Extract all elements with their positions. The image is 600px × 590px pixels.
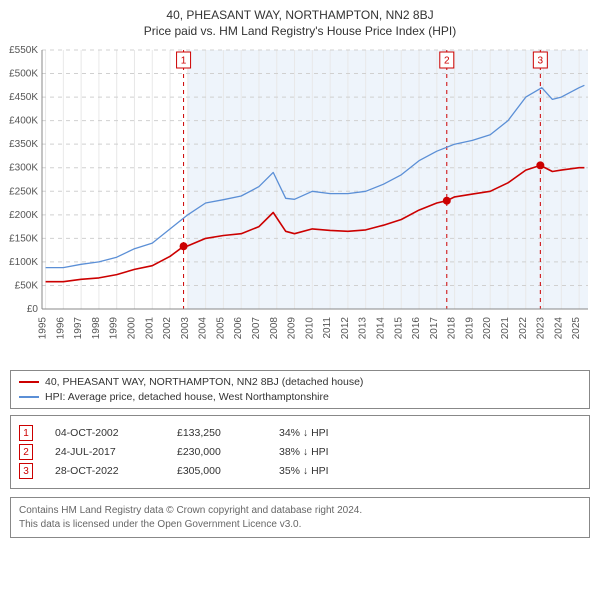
sale-delta-1: 34% ↓ HPI [279,427,581,439]
footnote-line-1: Contains HM Land Registry data © Crown c… [19,504,581,518]
legend-item-hpi: HPI: Average price, detached house, West… [19,390,581,405]
legend-label-hpi: HPI: Average price, detached house, West… [45,390,329,405]
sale-price-2: £230,000 [177,446,257,458]
svg-text:1999: 1999 [109,317,120,340]
svg-text:£550K: £550K [9,45,38,56]
svg-text:2007: 2007 [251,317,262,340]
svg-text:2014: 2014 [375,317,386,340]
svg-text:2017: 2017 [429,317,440,340]
sale-date-1: 04-OCT-2002 [55,427,155,439]
sale-badge-2: 2 [19,444,33,460]
sale-price-1: £133,250 [177,427,257,439]
sales-table: 1 04-OCT-2002 £133,250 34% ↓ HPI 2 24-JU… [10,415,590,489]
svg-text:£300K: £300K [9,163,38,174]
sale-delta-3: 35% ↓ HPI [279,465,581,477]
chart-titles: 40, PHEASANT WAY, NORTHAMPTON, NN2 8BJ P… [0,0,600,44]
svg-text:£0: £0 [27,304,39,315]
svg-text:£50K: £50K [15,280,39,291]
svg-text:2021: 2021 [500,317,511,340]
chart-container: 40, PHEASANT WAY, NORTHAMPTON, NN2 8BJ P… [0,0,600,538]
legend-swatch-hpi [19,396,39,398]
sale-date-2: 24-JUL-2017 [55,446,155,458]
svg-text:2015: 2015 [393,317,404,340]
svg-text:2013: 2013 [358,317,369,340]
svg-text:2020: 2020 [482,317,493,340]
svg-text:£100K: £100K [9,257,38,268]
sale-row-1: 1 04-OCT-2002 £133,250 34% ↓ HPI [19,425,581,441]
svg-text:2005: 2005 [215,317,226,340]
svg-text:1: 1 [181,56,187,67]
footnote-line-2: This data is licensed under the Open Gov… [19,518,581,532]
svg-text:2001: 2001 [144,317,155,340]
svg-text:£400K: £400K [9,116,38,127]
svg-text:2004: 2004 [198,317,209,340]
legend-swatch-paid [19,381,39,383]
svg-text:1995: 1995 [38,317,49,340]
svg-text:2012: 2012 [340,317,351,340]
footnote: Contains HM Land Registry data © Crown c… [10,497,590,538]
svg-text:2010: 2010 [304,317,315,340]
svg-text:1996: 1996 [55,317,66,340]
svg-text:2: 2 [444,56,450,67]
svg-text:2002: 2002 [162,317,173,340]
sale-price-3: £305,000 [177,465,257,477]
svg-text:£250K: £250K [9,186,38,197]
sale-badge-3: 3 [19,463,33,479]
svg-text:2018: 2018 [447,317,458,340]
svg-text:1997: 1997 [73,317,84,340]
legend: 40, PHEASANT WAY, NORTHAMPTON, NN2 8BJ (… [10,370,590,409]
svg-text:£350K: £350K [9,139,38,150]
svg-text:2019: 2019 [464,317,475,340]
svg-text:2011: 2011 [322,317,333,339]
sale-row-3: 3 28-OCT-2022 £305,000 35% ↓ HPI [19,463,581,479]
chart-subtitle: Price paid vs. HM Land Registry's House … [0,24,600,38]
svg-text:2009: 2009 [287,317,298,340]
svg-text:2008: 2008 [269,317,280,340]
sale-date-3: 28-OCT-2022 [55,465,155,477]
sale-badge-1: 1 [19,425,33,441]
svg-text:2006: 2006 [233,317,244,340]
svg-text:2025: 2025 [571,317,582,340]
sale-row-2: 2 24-JUL-2017 £230,000 38% ↓ HPI [19,444,581,460]
legend-item-paid: 40, PHEASANT WAY, NORTHAMPTON, NN2 8BJ (… [19,375,581,390]
svg-text:2023: 2023 [536,317,547,340]
svg-text:£150K: £150K [9,233,38,244]
chart-area: £0 £50K £100K £150K £200K £250K £300K £350K £400… [0,44,600,364]
svg-text:£500K: £500K [9,69,38,80]
sale-delta-2: 38% ↓ HPI [279,446,581,458]
svg-text:£200K: £200K [9,210,38,221]
svg-text:£450K: £450K [9,92,38,103]
svg-text:2003: 2003 [180,317,191,340]
svg-text:2022: 2022 [518,317,529,340]
chart-title: 40, PHEASANT WAY, NORTHAMPTON, NN2 8BJ [0,8,600,22]
line-chart: £0 £50K £100K £150K £200K £250K £300K £350K £400… [0,44,600,364]
svg-text:2000: 2000 [126,317,137,340]
svg-text:2024: 2024 [553,317,564,340]
svg-text:1998: 1998 [91,317,102,340]
svg-text:2016: 2016 [411,317,422,340]
legend-label-paid: 40, PHEASANT WAY, NORTHAMPTON, NN2 8BJ (… [45,375,363,390]
svg-text:3: 3 [538,56,544,67]
